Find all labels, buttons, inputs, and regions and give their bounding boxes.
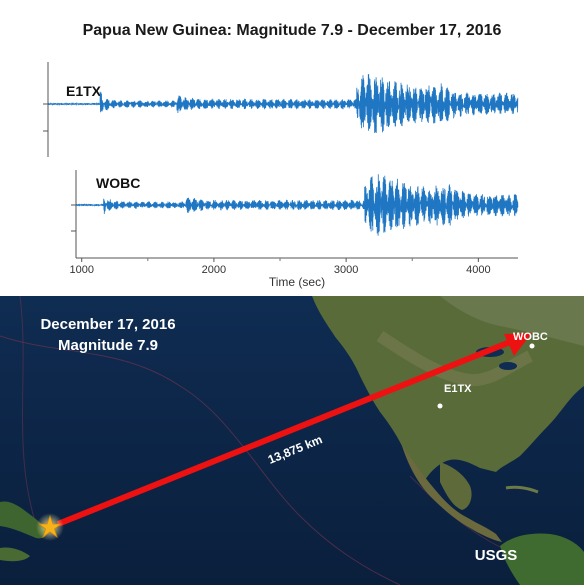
x-tick-label: 1000 [69,264,93,276]
x-tick-label: 3000 [334,264,358,276]
great-lakes [499,362,517,370]
x-axis-title: Time (sec) [269,275,325,289]
north-america-north [440,296,584,346]
x-tick-label: 2000 [202,264,226,276]
e1tx-station-label: E1TX [66,83,102,99]
wobc-map-label: WOBC [513,331,548,343]
event-magnitude: Magnitude 7.9 [58,337,158,354]
caribbean-islands [505,485,539,494]
e1tx-map-label: E1TX [444,383,472,395]
australia-north [0,547,30,562]
e1tx-station-marker [437,403,443,409]
map-panel: December 17, 2016 Magnitude 7.9 WOBC E1T… [0,296,584,585]
wobc-station-label: WOBC [96,175,140,191]
x-tick-label: 4000 [466,264,490,276]
event-date: December 17, 2016 [40,316,175,333]
ray-path-arrowhead [504,333,532,356]
mexico-central-america [402,446,502,542]
star-icon [37,514,63,539]
plate-boundary [19,296,41,537]
papua-new-guinea [0,501,48,539]
plate-boundary [0,335,401,585]
mexico-highlands [440,462,472,510]
south-america [500,533,584,585]
e1tx-waveform [47,74,519,133]
ray-path-line [56,339,512,527]
wobc-waveform [75,174,519,236]
wobc-station-marker [529,343,535,349]
figure-title: Papua New Guinea: Magnitude 7.9 - Decemb… [82,22,502,39]
credit-label: USGS [475,547,518,564]
seismogram-chart: E1TX WOBC 1000 2000 3000 4000 Time (sec) [43,62,519,289]
